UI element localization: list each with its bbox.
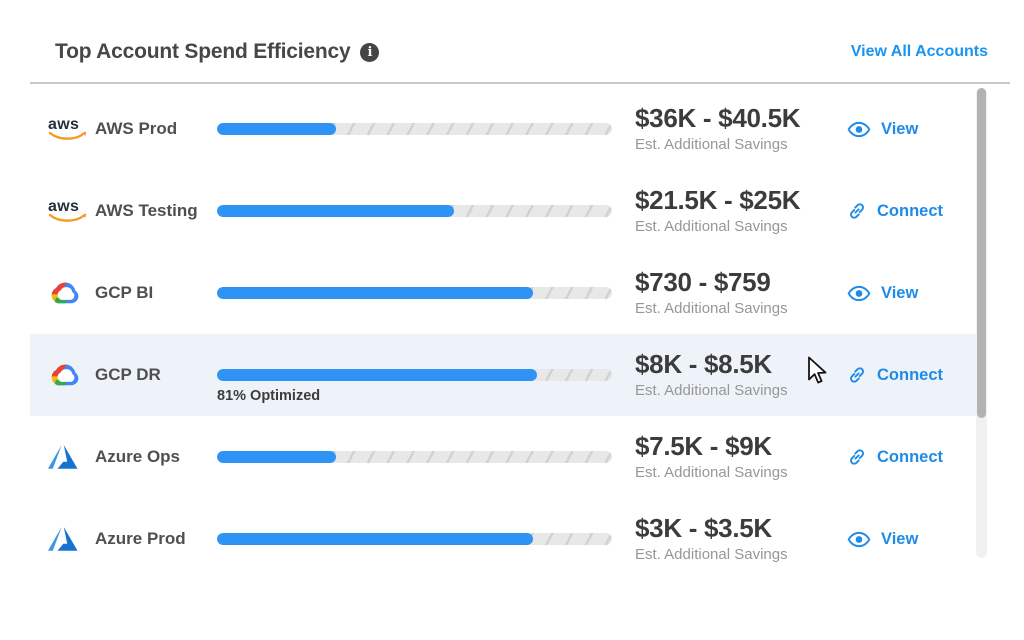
account-list: aws AWS Prod $36K - $40.5K Est. Addition…: [30, 88, 978, 580]
progress-fill: [217, 533, 533, 545]
progress-fill: [217, 287, 533, 299]
progress-track: [217, 533, 612, 545]
account-name: GCP DR: [95, 365, 161, 384]
eye-icon: [847, 285, 871, 301]
connect-button[interactable]: Connect: [847, 447, 943, 467]
account-row-gcp-bi[interactable]: GCP BI $730 - $759 Est. Additional Savin…: [30, 252, 978, 334]
progress-fill: [217, 451, 336, 463]
progress-bar: [217, 287, 612, 299]
page-title: Top Account Spend Efficiency: [55, 40, 351, 63]
action-label: View: [881, 283, 919, 302]
progress-bar: [217, 533, 612, 545]
gcp-icon: [51, 282, 79, 303]
link-icon: [850, 203, 864, 219]
action-label: Connect: [877, 447, 943, 466]
progress-bar: 81% Optimized: [217, 369, 612, 404]
progress-track: [217, 369, 612, 381]
savings-sublabel: Est. Additional Savings: [635, 546, 788, 563]
savings-sublabel: Est. Additional Savings: [635, 218, 788, 235]
savings-sublabel: Est. Additional Savings: [635, 382, 788, 399]
progress-track: [217, 123, 612, 135]
view-all-accounts-link[interactable]: View All Accounts: [850, 43, 988, 60]
action-label: View: [881, 119, 919, 138]
account-name: AWS Prod: [95, 119, 178, 138]
link-icon: [850, 367, 864, 383]
progress-fill: [217, 369, 537, 381]
savings-range: $7.5K - $9K: [635, 431, 772, 461]
action-label: Connect: [877, 201, 943, 220]
progress-fill: [217, 205, 454, 217]
action-label: Connect: [877, 365, 943, 384]
account-row-aws-testing[interactable]: aws AWS Testing $21.5K - $25K Est. Addit…: [30, 170, 978, 252]
savings-range: $8K - $8.5K: [635, 349, 772, 379]
savings-sublabel: Est. Additional Savings: [635, 464, 788, 481]
link-icon: [850, 449, 864, 465]
header-divider: [30, 82, 1010, 84]
scrollbar[interactable]: [976, 88, 987, 558]
progress-bar: [217, 123, 612, 135]
aws-icon: aws: [48, 198, 92, 223]
action-label: View: [881, 529, 919, 548]
info-icon[interactable]: i: [360, 42, 380, 62]
optimized-label: 81% Optimized: [217, 388, 321, 404]
azure-icon: [48, 527, 78, 551]
aws-icon: aws: [48, 116, 92, 141]
progress-fill: [217, 123, 336, 135]
account-name: GCP BI: [95, 283, 154, 302]
savings-sublabel: Est. Additional Savings: [635, 300, 788, 317]
savings-range: $36K - $40.5K: [635, 103, 801, 133]
savings-sublabel: Est. Additional Savings: [635, 136, 788, 153]
card-header: Top Account Spend Efficiency i View All …: [0, 0, 1024, 84]
progress-bar: [217, 451, 612, 463]
progress-track: [217, 205, 612, 217]
account-row-gcp-dr[interactable]: GCP DR 81% Optimized $8K - $8.5K Est. Ad…: [30, 334, 978, 416]
scrollbar-thumb[interactable]: [977, 88, 986, 418]
progress-bar: [217, 205, 612, 217]
connect-button[interactable]: Connect: [847, 201, 943, 221]
account-name: AWS Testing: [95, 201, 198, 220]
savings-range: $21.5K - $25K: [635, 185, 801, 215]
view-button[interactable]: View: [847, 120, 918, 139]
eye-icon: [847, 531, 871, 547]
progress-track: [217, 451, 612, 463]
progress-track: [217, 287, 612, 299]
view-button[interactable]: View: [847, 284, 918, 303]
account-row-aws-prod[interactable]: aws AWS Prod $36K - $40.5K Est. Addition…: [30, 88, 978, 170]
eye-icon: [847, 121, 871, 137]
account-row-azure-ops[interactable]: Azure Ops $7.5K - $9K Est. Additional Sa…: [30, 416, 978, 498]
account-row-azure-prod[interactable]: Azure Prod $3K - $3.5K Est. Additional S…: [30, 498, 978, 580]
account-name: Azure Prod: [95, 529, 186, 548]
savings-range: $3K - $3.5K: [635, 513, 772, 543]
connect-button[interactable]: Connect: [847, 365, 943, 385]
account-name: Azure Ops: [95, 447, 181, 466]
savings-range: $730 - $759: [635, 267, 771, 297]
azure-icon: [48, 445, 78, 469]
gcp-icon: [51, 364, 79, 385]
view-button[interactable]: View: [847, 530, 918, 549]
